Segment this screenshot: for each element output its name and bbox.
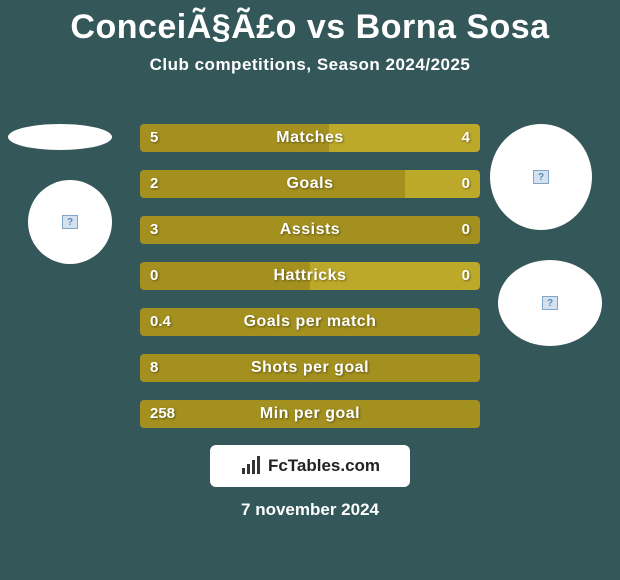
stat-label: Hattricks <box>140 262 480 290</box>
brand-box[interactable]: FcTables.com <box>210 445 410 487</box>
brand-text: FcTables.com <box>268 456 380 476</box>
avatar-circle-right-bottom: ? <box>498 260 602 346</box>
stat-row: Matches5 4 <box>140 124 480 152</box>
stat-row: Shots per goal8 <box>140 354 480 382</box>
stat-label: Goals per match <box>140 308 480 336</box>
avatar-ellipse-left <box>8 124 112 150</box>
placeholder-icon: ? <box>542 296 558 310</box>
stat-value-right: 0 <box>462 170 470 198</box>
stat-label: Goals <box>140 170 480 198</box>
comparison-bars: Matches54Goals20Assists30Hattricks00Goal… <box>140 124 480 446</box>
chart-icon <box>240 456 262 476</box>
stat-value-left: 8 <box>150 354 158 382</box>
placeholder-icon: ? <box>533 170 549 184</box>
avatar-circle-left: ? <box>28 180 112 264</box>
stat-row: Goals2 0 <box>140 170 480 198</box>
stat-value-left: 3 <box>150 216 158 244</box>
stat-value-left: 258 <box>150 400 175 428</box>
stat-row: Hattricks0 0 <box>140 262 480 290</box>
stat-value-right: 4 <box>462 124 470 152</box>
date-label: 7 november 2024 <box>0 500 620 520</box>
stat-value-left: 0 <box>150 262 158 290</box>
stat-value-left: 0.4 <box>150 308 171 336</box>
stat-value-left: 5 <box>150 124 158 152</box>
stat-row: Min per goal258 <box>140 400 480 428</box>
content-root: ConceiÃ§Ã£o vs Borna Sosa Club competiti… <box>0 0 620 580</box>
page-title: ConceiÃ§Ã£o vs Borna Sosa <box>0 0 620 47</box>
stat-row: Goals per match0.4 <box>140 308 480 336</box>
stat-value-left: 2 <box>150 170 158 198</box>
stat-label: Shots per goal <box>140 354 480 382</box>
stat-label: Assists <box>140 216 480 244</box>
stat-row: Assists3 0 <box>140 216 480 244</box>
avatar-circle-right-top: ? <box>490 124 592 230</box>
stat-label: Min per goal <box>140 400 480 428</box>
stat-value-right: 0 <box>462 262 470 290</box>
stat-label: Matches <box>140 124 480 152</box>
placeholder-icon: ? <box>62 215 78 229</box>
stat-value-right: 0 <box>462 216 470 244</box>
page-subtitle: Club competitions, Season 2024/2025 <box>0 55 620 75</box>
